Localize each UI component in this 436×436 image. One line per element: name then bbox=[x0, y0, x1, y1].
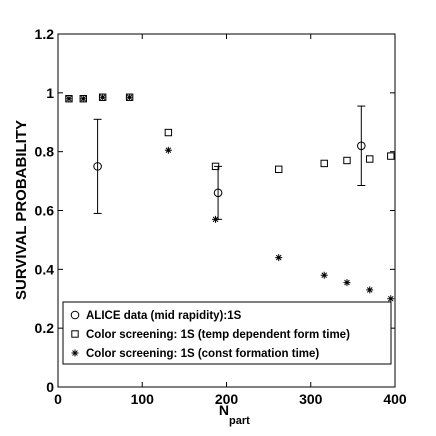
y-tick-label: 0.6 bbox=[35, 203, 55, 219]
x-tick-label: 0 bbox=[54, 391, 62, 407]
legend-star-marker bbox=[71, 349, 79, 357]
y-axis: 0 0.2 0.4 0.6 0.8 1 1.2 bbox=[35, 26, 395, 395]
star-point bbox=[366, 286, 374, 294]
star-point bbox=[212, 215, 220, 223]
circle-point bbox=[357, 141, 366, 151]
y-tick-label: 0.4 bbox=[35, 261, 55, 277]
square-point bbox=[275, 165, 283, 174]
star-point bbox=[79, 95, 87, 103]
data-marks bbox=[65, 93, 395, 303]
x-axis-title: N bbox=[219, 402, 229, 418]
star-point bbox=[387, 295, 395, 303]
legend-label-const-formation: Color screening: 1S (const formation tim… bbox=[86, 348, 319, 360]
legend-box bbox=[62, 301, 392, 365]
star-point bbox=[275, 254, 283, 262]
square-point bbox=[320, 159, 328, 168]
y-tick-label: 0.2 bbox=[35, 320, 55, 336]
star-point bbox=[320, 271, 328, 279]
legend-markers bbox=[70, 310, 80, 357]
legend-label-alice: ALICE data (mid rapidity):1S bbox=[86, 310, 242, 322]
x-tick-label: 100 bbox=[131, 391, 155, 407]
y-tick-label: 1.2 bbox=[35, 26, 55, 42]
circle-point bbox=[213, 188, 223, 198]
square-point bbox=[387, 152, 395, 160]
square-point bbox=[164, 128, 173, 137]
star-point bbox=[65, 95, 73, 103]
x-axis: 0 100 200 300 400 bbox=[54, 34, 407, 407]
legend-circle-marker bbox=[70, 310, 80, 320]
x-tick-label: 400 bbox=[383, 391, 407, 407]
y-axis-title: SURVIVAL PROBABILITY bbox=[13, 120, 30, 300]
star-point bbox=[164, 146, 172, 154]
star-point bbox=[343, 279, 351, 287]
star-point bbox=[99, 93, 107, 101]
y-tick-label: 0.8 bbox=[35, 144, 55, 160]
star-point bbox=[126, 93, 134, 101]
square-point bbox=[211, 162, 220, 171]
x-axis-title-subscript: part bbox=[229, 415, 250, 427]
circle-point bbox=[93, 162, 102, 171]
square-point bbox=[343, 156, 351, 165]
y-tick-label: 0 bbox=[46, 379, 54, 395]
square-point bbox=[366, 155, 374, 163]
x-tick-label: 300 bbox=[299, 391, 323, 407]
legend-label-temp-dependent: Color screening: 1S (temp dependent form… bbox=[86, 329, 350, 341]
y-tick-label: 1 bbox=[46, 85, 54, 101]
legend-square-marker bbox=[71, 330, 79, 338]
x-tick-label: 200 bbox=[215, 391, 239, 407]
legend: ALICE data (mid rapidity):1S Color scree… bbox=[62, 301, 392, 365]
